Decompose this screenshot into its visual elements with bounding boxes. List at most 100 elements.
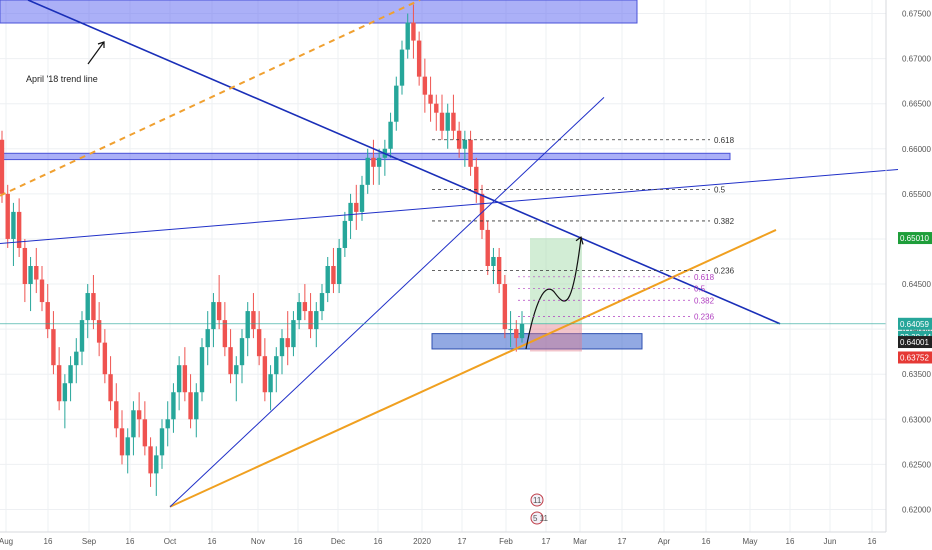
event-markers[interactable]: 11 5 11 (530, 493, 549, 525)
candle-body (371, 157, 376, 167)
price-tick-label: 0.65500 (902, 190, 931, 199)
candle-body (171, 392, 176, 420)
annotation-arrow-head (97, 41, 105, 48)
candle-body (91, 293, 96, 321)
candle-body (314, 311, 319, 330)
time-tick-label: 17 (542, 537, 551, 546)
candle-body (0, 139, 5, 194)
time-tick-label: May (742, 537, 757, 546)
candle-body (16, 211, 22, 248)
candle-body (131, 410, 136, 438)
descending-trend-line (27, 0, 781, 325)
candle-body (234, 365, 239, 375)
price-badge-label: 0.64059 (900, 320, 929, 329)
candle-body (142, 419, 148, 447)
candle-body (56, 365, 62, 402)
price-tick-label: 0.63500 (902, 370, 931, 379)
candle-body (319, 293, 325, 312)
time-tick-label: 16 (374, 537, 383, 546)
price-tick-label: 0.67000 (902, 55, 931, 64)
event-marker-label: 5 11 (533, 514, 549, 523)
candle-body (5, 193, 10, 239)
candle-body (399, 49, 405, 86)
candle-body (68, 365, 73, 384)
candle-body (216, 302, 222, 321)
candle-body (114, 401, 119, 429)
candle-body (136, 410, 142, 420)
candle-body (514, 329, 519, 339)
thin-rising-line (169, 97, 605, 508)
event-marker-icon[interactable] (530, 493, 544, 507)
candle-body (222, 320, 228, 348)
candle-body (96, 320, 102, 343)
resistance-zone-mid (0, 152, 731, 161)
time-tick-label: 16 (44, 537, 53, 546)
candle-body (342, 220, 348, 248)
grid-lines (0, 0, 886, 532)
candle-body (434, 103, 439, 113)
candle-body (302, 302, 308, 312)
price-tick-label: 0.67500 (902, 10, 931, 19)
candle-body (411, 22, 416, 41)
candle-body (296, 302, 302, 321)
time-tick-label: 2020 (413, 537, 431, 546)
candle-body (165, 419, 170, 429)
candle-body (439, 112, 445, 131)
price-badge (898, 232, 932, 245)
fib-label: 0.618 (714, 136, 735, 145)
price-tick-label: 0.63000 (902, 415, 931, 424)
fib-label-small: 0.236 (694, 312, 715, 321)
candle-body (285, 338, 290, 348)
price-axis[interactable]: 0.67500 0.67000 0.66500 0.66000 0.65500 0.650… (885, 0, 931, 532)
projection-path (525, 237, 582, 350)
time-tick-label: Apr (658, 537, 671, 546)
candle-body (422, 76, 428, 95)
price-tick-label: 0.66500 (902, 100, 931, 109)
candle-body (194, 392, 199, 420)
event-marker-icon[interactable] (530, 511, 544, 525)
candle-body (445, 112, 450, 131)
time-tick-label: Oct (164, 537, 177, 546)
price-badge-label: 0.63752 (900, 353, 929, 362)
price-tick-label: 0.62000 (902, 505, 931, 514)
time-tick-label: Sep (82, 537, 97, 546)
candle-body (508, 329, 513, 331)
candle-body (428, 94, 433, 104)
candle-body (205, 329, 210, 348)
candle-body (159, 428, 165, 456)
stop-loss-box (530, 323, 582, 352)
price-tick-label: 0.66000 (902, 145, 931, 154)
fib-label-small: 0.5 (694, 285, 706, 294)
candle-body (176, 365, 182, 393)
candle-body (22, 247, 28, 285)
fib-label: 0.382 (714, 217, 735, 226)
time-axis[interactable]: Aug 16 Sep 16 Oct 16 Nov 16 Dec 16 2020 17 Feb 17 Mar 1… (0, 531, 886, 546)
candle-body (331, 266, 336, 285)
fib-label-small: 0.618 (694, 273, 715, 282)
candle-body (416, 40, 422, 77)
candle-body (365, 157, 370, 185)
fib-label: 0.236 (714, 267, 735, 276)
profit-target-box (530, 238, 582, 324)
candle-body (199, 347, 205, 393)
projection-arrow-head (575, 236, 584, 245)
candle-body (62, 383, 68, 402)
candle-body (51, 329, 56, 366)
candle-body (474, 166, 479, 194)
time-tick-label: Aug (0, 537, 13, 546)
price-badge (898, 351, 932, 364)
candle-body (348, 202, 353, 221)
candle-body (274, 356, 279, 375)
candle-body (182, 365, 188, 393)
price-badge-label: 0.65010 (900, 234, 929, 243)
candle-body (11, 211, 16, 239)
trend-line-annotation: April '18 trend line (26, 74, 98, 84)
candle-body (251, 311, 256, 330)
candle-body (39, 279, 45, 303)
fib-label-small: 0.382 (694, 296, 715, 305)
candle-body (85, 293, 90, 321)
time-tick-label: 16 (126, 537, 135, 546)
